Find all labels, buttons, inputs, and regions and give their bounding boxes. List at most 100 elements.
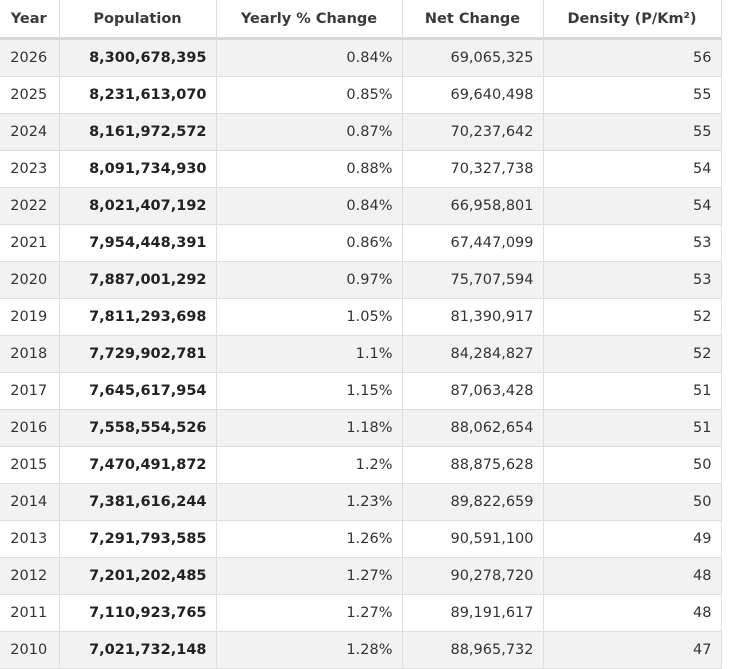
table-row: 2012 7,201,202,485 1.27% 90,278,720 48 bbox=[0, 557, 722, 595]
header-density[interactable]: Density (P/Km²) bbox=[542, 0, 722, 40]
header-year[interactable]: Year bbox=[0, 0, 60, 40]
table-row: 2026 8,300,678,395 0.84% 69,065,325 56 bbox=[0, 38, 722, 77]
density-cell: 53 bbox=[542, 261, 722, 299]
density-cell: 52 bbox=[542, 298, 722, 336]
population-cell: 7,110,923,765 bbox=[58, 594, 217, 632]
year-cell: 2023 bbox=[0, 150, 60, 188]
population-cell: 7,645,617,954 bbox=[58, 372, 217, 410]
net-change-cell: 88,062,654 bbox=[401, 409, 544, 447]
population-cell: 8,300,678,395 bbox=[58, 38, 217, 77]
net-change-cell: 70,327,738 bbox=[401, 150, 544, 188]
year-cell: 2010 bbox=[0, 631, 60, 669]
population-cell: 7,811,293,698 bbox=[58, 298, 217, 336]
population-cell: 7,729,902,781 bbox=[58, 335, 217, 373]
yearly-change-cell: 1.2% bbox=[215, 446, 403, 484]
net-change-cell: 70,237,642 bbox=[401, 113, 544, 151]
header-row: Year Population Yearly % Change Net Chan… bbox=[0, 0, 722, 40]
year-cell: 2024 bbox=[0, 113, 60, 151]
density-cell: 53 bbox=[542, 224, 722, 262]
net-change-cell: 67,447,099 bbox=[401, 224, 544, 262]
year-cell: 2022 bbox=[0, 187, 60, 225]
table-row: 2020 7,887,001,292 0.97% 75,707,594 53 bbox=[0, 261, 722, 299]
table-row: 2024 8,161,972,572 0.87% 70,237,642 55 bbox=[0, 113, 722, 151]
yearly-change-cell: 1.27% bbox=[215, 557, 403, 595]
net-change-cell: 90,278,720 bbox=[401, 557, 544, 595]
net-change-cell: 69,640,498 bbox=[401, 76, 544, 114]
year-cell: 2011 bbox=[0, 594, 60, 632]
net-change-cell: 81,390,917 bbox=[401, 298, 544, 336]
density-cell: 50 bbox=[542, 446, 722, 484]
yearly-change-cell: 1.28% bbox=[215, 631, 403, 669]
density-cell: 54 bbox=[542, 187, 722, 225]
yearly-change-cell: 0.85% bbox=[215, 76, 403, 114]
net-change-cell: 69,065,325 bbox=[401, 38, 544, 77]
yearly-change-cell: 0.86% bbox=[215, 224, 403, 262]
net-change-cell: 87,063,428 bbox=[401, 372, 544, 410]
yearly-change-cell: 1.18% bbox=[215, 409, 403, 447]
density-cell: 56 bbox=[542, 38, 722, 77]
table-body: 2026 8,300,678,395 0.84% 69,065,325 56 2025 8,… bbox=[0, 38, 722, 669]
year-cell: 2018 bbox=[0, 335, 60, 373]
year-cell: 2015 bbox=[0, 446, 60, 484]
density-cell: 48 bbox=[542, 557, 722, 595]
density-cell: 49 bbox=[542, 520, 722, 558]
net-change-cell: 84,284,827 bbox=[401, 335, 544, 373]
table-row: 2011 7,110,923,765 1.27% 89,191,617 48 bbox=[0, 594, 722, 632]
year-cell: 2021 bbox=[0, 224, 60, 262]
density-cell: 54 bbox=[542, 150, 722, 188]
year-cell: 2014 bbox=[0, 483, 60, 521]
table-row: 2022 8,021,407,192 0.84% 66,958,801 54 bbox=[0, 187, 722, 225]
table-row: 2018 7,729,902,781 1.1% 84,284,827 52 bbox=[0, 335, 722, 373]
density-cell: 50 bbox=[542, 483, 722, 521]
net-change-cell: 88,965,732 bbox=[401, 631, 544, 669]
yearly-change-cell: 0.97% bbox=[215, 261, 403, 299]
table-row: 2021 7,954,448,391 0.86% 67,447,099 53 bbox=[0, 224, 722, 262]
population-cell: 7,470,491,872 bbox=[58, 446, 217, 484]
year-cell: 2016 bbox=[0, 409, 60, 447]
yearly-change-cell: 1.23% bbox=[215, 483, 403, 521]
population-cell: 7,291,793,585 bbox=[58, 520, 217, 558]
density-cell: 52 bbox=[542, 335, 722, 373]
yearly-change-cell: 0.84% bbox=[215, 38, 403, 77]
year-cell: 2017 bbox=[0, 372, 60, 410]
year-cell: 2026 bbox=[0, 38, 60, 77]
table-row: 2014 7,381,616,244 1.23% 89,822,659 50 bbox=[0, 483, 722, 521]
year-cell: 2019 bbox=[0, 298, 60, 336]
net-change-cell: 88,875,628 bbox=[401, 446, 544, 484]
yearly-change-cell: 0.87% bbox=[215, 113, 403, 151]
table-row: 2016 7,558,554,526 1.18% 88,062,654 51 bbox=[0, 409, 722, 447]
net-change-cell: 75,707,594 bbox=[401, 261, 544, 299]
population-cell: 8,091,734,930 bbox=[58, 150, 217, 188]
density-cell: 51 bbox=[542, 372, 722, 410]
table-header: Year Population Yearly % Change Net Chan… bbox=[0, 0, 722, 40]
density-cell: 51 bbox=[542, 409, 722, 447]
header-population[interactable]: Population bbox=[58, 0, 217, 40]
table-row: 2015 7,470,491,872 1.2% 88,875,628 50 bbox=[0, 446, 722, 484]
population-cell: 8,161,972,572 bbox=[58, 113, 217, 151]
year-cell: 2025 bbox=[0, 76, 60, 114]
table-row: 2010 7,021,732,148 1.28% 88,965,732 47 bbox=[0, 631, 722, 669]
net-change-cell: 89,822,659 bbox=[401, 483, 544, 521]
yearly-change-cell: 1.27% bbox=[215, 594, 403, 632]
header-yearly-change[interactable]: Yearly % Change bbox=[215, 0, 403, 40]
header-net-change[interactable]: Net Change bbox=[401, 0, 544, 40]
population-cell: 7,381,616,244 bbox=[58, 483, 217, 521]
density-cell: 55 bbox=[542, 113, 722, 151]
population-cell: 7,021,732,148 bbox=[58, 631, 217, 669]
yearly-change-cell: 0.88% bbox=[215, 150, 403, 188]
density-cell: 47 bbox=[542, 631, 722, 669]
density-cell: 55 bbox=[542, 76, 722, 114]
yearly-change-cell: 1.15% bbox=[215, 372, 403, 410]
yearly-change-cell: 0.84% bbox=[215, 187, 403, 225]
density-cell: 48 bbox=[542, 594, 722, 632]
year-cell: 2020 bbox=[0, 261, 60, 299]
net-change-cell: 90,591,100 bbox=[401, 520, 544, 558]
population-cell: 7,201,202,485 bbox=[58, 557, 217, 595]
population-cell: 8,021,407,192 bbox=[58, 187, 217, 225]
yearly-change-cell: 1.1% bbox=[215, 335, 403, 373]
net-change-cell: 89,191,617 bbox=[401, 594, 544, 632]
table-row: 2017 7,645,617,954 1.15% 87,063,428 51 bbox=[0, 372, 722, 410]
year-cell: 2012 bbox=[0, 557, 60, 595]
population-cell: 7,954,448,391 bbox=[58, 224, 217, 262]
